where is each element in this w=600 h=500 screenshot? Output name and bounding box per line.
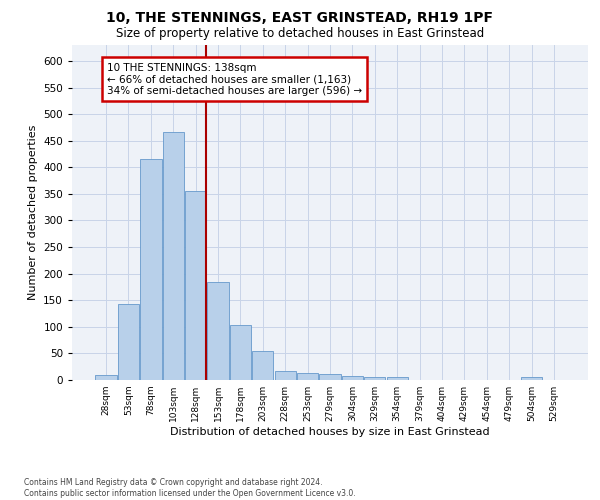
Bar — [208, 282, 229, 380]
Bar — [342, 376, 363, 380]
X-axis label: Distribution of detached houses by size in East Grinstead: Distribution of detached houses by size … — [170, 427, 490, 437]
Bar — [230, 325, 251, 380]
Text: Size of property relative to detached houses in East Grinstead: Size of property relative to detached ho… — [116, 28, 484, 40]
Text: 10 THE STENNINGS: 138sqm
← 66% of detached houses are smaller (1,163)
34% of sem: 10 THE STENNINGS: 138sqm ← 66% of detach… — [107, 62, 362, 96]
Bar — [163, 132, 184, 380]
Bar — [275, 372, 296, 380]
Bar — [297, 372, 318, 380]
Bar — [364, 378, 385, 380]
Bar — [319, 374, 341, 380]
Bar — [185, 191, 206, 380]
Y-axis label: Number of detached properties: Number of detached properties — [28, 125, 38, 300]
Bar — [118, 304, 139, 380]
Text: Contains HM Land Registry data © Crown copyright and database right 2024.
Contai: Contains HM Land Registry data © Crown c… — [24, 478, 356, 498]
Text: 10, THE STENNINGS, EAST GRINSTEAD, RH19 1PF: 10, THE STENNINGS, EAST GRINSTEAD, RH19 … — [107, 11, 493, 25]
Bar — [252, 352, 274, 380]
Bar — [140, 160, 161, 380]
Bar — [386, 378, 408, 380]
Bar — [521, 378, 542, 380]
Bar — [95, 374, 117, 380]
